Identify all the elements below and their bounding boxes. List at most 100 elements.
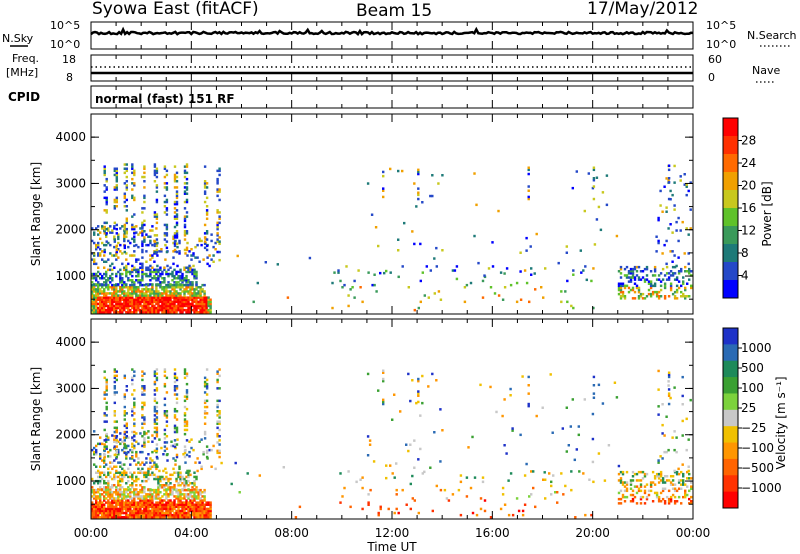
velocity-cell xyxy=(681,375,684,379)
velocity-cell xyxy=(131,382,134,386)
velocity-colorbar-label: Velocity [m s⁻¹] xyxy=(774,376,788,469)
power-cell xyxy=(101,274,104,278)
velocity-cell xyxy=(101,503,104,506)
velocity-cell xyxy=(633,495,637,499)
power-cell xyxy=(159,306,162,310)
power-colorbar-swatch-5 xyxy=(723,208,738,227)
velocity-cell xyxy=(195,497,198,500)
power-cell xyxy=(657,290,661,294)
velocity-cell xyxy=(99,475,102,479)
power-cell xyxy=(629,278,633,281)
power-cell xyxy=(149,294,152,297)
velocity-cell xyxy=(179,516,182,519)
power-cell xyxy=(177,286,180,289)
velocity-cell xyxy=(183,484,186,487)
power-cell xyxy=(655,278,659,281)
velocity-cell xyxy=(143,491,146,494)
velocity-cell xyxy=(499,507,503,511)
power-cell xyxy=(185,211,189,214)
velocity-cell xyxy=(382,400,385,404)
velocity-cell xyxy=(145,497,148,500)
velocity-cell xyxy=(105,463,108,466)
velocity-cell xyxy=(218,428,221,432)
power-cell xyxy=(123,286,126,289)
velocity-cell xyxy=(643,491,647,495)
velocity-cell xyxy=(177,513,180,517)
velocity-cell xyxy=(417,400,420,404)
power-cell xyxy=(687,233,690,236)
power-cell xyxy=(167,306,170,310)
power-cell xyxy=(151,302,154,306)
velocity-cell xyxy=(625,487,629,490)
velocity-cell xyxy=(419,414,422,417)
velocity-cell xyxy=(195,507,198,511)
velocity-cell xyxy=(115,507,118,511)
velocity-cell xyxy=(197,511,200,515)
velocity-cell xyxy=(141,422,144,425)
power-cell xyxy=(139,298,142,301)
power-cell xyxy=(193,290,196,293)
power-cell xyxy=(151,296,154,299)
power-cell xyxy=(165,188,169,191)
velocity-cell xyxy=(143,445,146,448)
velocity-cell xyxy=(133,493,136,496)
velocity-cell xyxy=(99,465,102,468)
power-cell xyxy=(179,286,182,289)
velocity-cell xyxy=(123,412,127,415)
velocity-cell xyxy=(405,503,408,506)
power-cell xyxy=(153,215,157,218)
velocity-cell xyxy=(667,402,671,406)
velocity-cell xyxy=(203,432,207,436)
velocity-cell xyxy=(111,477,114,481)
velocity-cell xyxy=(133,499,136,502)
velocity-cell xyxy=(157,486,160,489)
power-cell xyxy=(131,288,134,291)
power-cell xyxy=(119,308,122,312)
velocity-cell xyxy=(183,516,186,519)
velocity-cell xyxy=(682,475,685,478)
velocity-cell xyxy=(163,488,166,492)
velocity-cell xyxy=(139,488,142,492)
power-cell xyxy=(173,296,176,299)
power-cell xyxy=(649,282,653,285)
velocity-cell xyxy=(161,505,164,509)
power-cell xyxy=(109,296,112,299)
power-cell xyxy=(105,270,108,274)
power-cell xyxy=(101,311,104,314)
velocity-cell xyxy=(347,470,350,473)
power-cell xyxy=(127,239,130,243)
velocity-cell xyxy=(131,511,134,515)
power-cell xyxy=(145,268,148,272)
power-cell xyxy=(188,264,191,268)
velocity-cell xyxy=(183,414,187,417)
power-cell xyxy=(123,227,127,231)
power-cell xyxy=(111,262,114,266)
velocity-cell xyxy=(349,505,352,509)
velocity-cell xyxy=(210,448,213,452)
power-cell xyxy=(199,302,202,306)
velocity-cell xyxy=(185,484,188,487)
velocity-cell xyxy=(115,451,119,455)
power-cell xyxy=(673,290,677,294)
power-cell xyxy=(107,241,110,245)
velocity-cell xyxy=(238,491,241,494)
velocity-cell xyxy=(115,441,119,444)
power-cell xyxy=(175,286,178,289)
power-cell xyxy=(161,281,164,284)
power-cell xyxy=(151,256,154,259)
power-cell xyxy=(107,277,110,280)
power-cell xyxy=(173,217,177,220)
power-cell xyxy=(187,292,190,295)
velocity-cell xyxy=(141,393,144,396)
velocity-cell xyxy=(205,501,208,504)
power-cell xyxy=(625,265,629,269)
velocity-cell xyxy=(141,513,144,517)
velocity-cell xyxy=(205,503,208,506)
velocity-cell xyxy=(382,377,385,381)
power-cell xyxy=(97,290,100,293)
power-cell xyxy=(209,302,212,306)
velocity-cell xyxy=(175,430,179,434)
power-cell xyxy=(145,292,148,295)
power-cell xyxy=(195,283,198,286)
